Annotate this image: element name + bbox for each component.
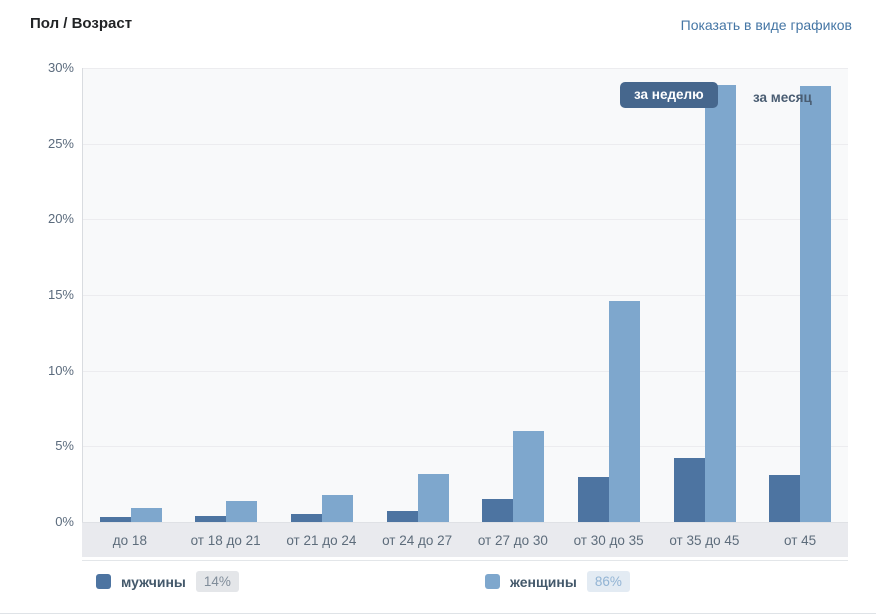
chart-legend: мужчины 14% женщины 86%	[82, 560, 848, 613]
x-tick-label: от 21 до 24	[286, 532, 357, 548]
bar-мужчины-от 27 до 30[interactable]	[482, 499, 514, 522]
x-tick-label: от 30 до 35	[573, 532, 644, 548]
category-slot	[657, 68, 753, 522]
y-tick-label: 25%	[47, 136, 74, 151]
gridline	[83, 371, 848, 372]
tab-per-month[interactable]: за месяц	[753, 90, 812, 105]
show-as-graphs-link[interactable]: Показать в виде графиков	[680, 17, 852, 33]
tab-per-week[interactable]: за неделю	[620, 82, 718, 108]
gridline	[83, 446, 848, 447]
women-color-swatch	[485, 574, 500, 589]
category-slot	[179, 68, 275, 522]
bar-женщины-от 18 до 21[interactable]	[226, 501, 258, 522]
category-slot	[83, 68, 179, 522]
bar-мужчины-от 21 до 24[interactable]	[291, 514, 323, 522]
y-tick-label: 20%	[47, 211, 74, 226]
gridline	[83, 219, 848, 220]
bar-женщины-от 35 до 45[interactable]	[704, 85, 736, 522]
y-tick-label: 0%	[55, 514, 74, 529]
page-title: Пол / Возраст	[30, 15, 133, 32]
category-slot	[274, 68, 370, 522]
legend-item-women: женщины 86%	[485, 571, 630, 592]
bar-мужчины-от 18 до 21[interactable]	[195, 516, 227, 522]
y-tick-label: 15%	[47, 287, 74, 302]
bar-женщины-от 21 до 24[interactable]	[322, 495, 354, 522]
x-tick-label: от 18 до 21	[190, 532, 261, 548]
x-axis-labels: до 18 от 18 до 21 от 21 до 24 от 24 до 27 от…	[82, 522, 848, 557]
bar-мужчины-до 18[interactable]	[99, 517, 131, 522]
bar-мужчины-от 24 до 27[interactable]	[386, 511, 418, 522]
bar-женщины-от 27 до 30[interactable]	[513, 431, 545, 522]
x-tick-label: от 45	[784, 532, 817, 548]
x-tick-label: от 24 до 27	[382, 532, 453, 548]
plot-area	[82, 68, 848, 522]
men-color-swatch	[96, 574, 111, 589]
bar-женщины-от 24 до 27[interactable]	[417, 474, 449, 522]
women-total-badge: 86%	[586, 571, 630, 592]
legend-item-men: мужчины 14%	[96, 571, 239, 592]
gridline	[83, 295, 848, 296]
x-tick-label: до 18	[112, 532, 147, 548]
x-tick-label: от 27 до 30	[477, 532, 548, 548]
y-tick-label: 30%	[47, 60, 74, 75]
category-slot	[752, 68, 848, 522]
category-slot	[370, 68, 466, 522]
women-label: женщины	[510, 573, 577, 590]
men-label: мужчины	[121, 573, 186, 590]
bar-женщины-от 30 до 35[interactable]	[608, 301, 640, 522]
men-total-badge: 14%	[195, 571, 239, 592]
y-tick-label: 5%	[55, 438, 74, 453]
category-slot	[561, 68, 657, 522]
category-slot	[466, 68, 562, 522]
bar-женщины-от 45[interactable]	[800, 86, 832, 522]
gridline	[83, 68, 848, 69]
bar-chart: до 18 от 18 до 21 от 21 до 24 от 24 до 27 от…	[47, 60, 848, 557]
bar-мужчины-от 35 до 45[interactable]	[673, 458, 705, 522]
bar-женщины-до 18[interactable]	[130, 508, 162, 522]
bar-мужчины-от 30 до 35[interactable]	[577, 477, 609, 522]
bar-мужчины-от 45[interactable]	[769, 475, 801, 522]
gridline	[83, 144, 848, 145]
widget-header: Пол / Возраст Показать в виде графиков	[0, 0, 876, 52]
y-tick-label: 10%	[47, 363, 74, 378]
x-tick-label: от 35 до 45	[669, 532, 740, 548]
